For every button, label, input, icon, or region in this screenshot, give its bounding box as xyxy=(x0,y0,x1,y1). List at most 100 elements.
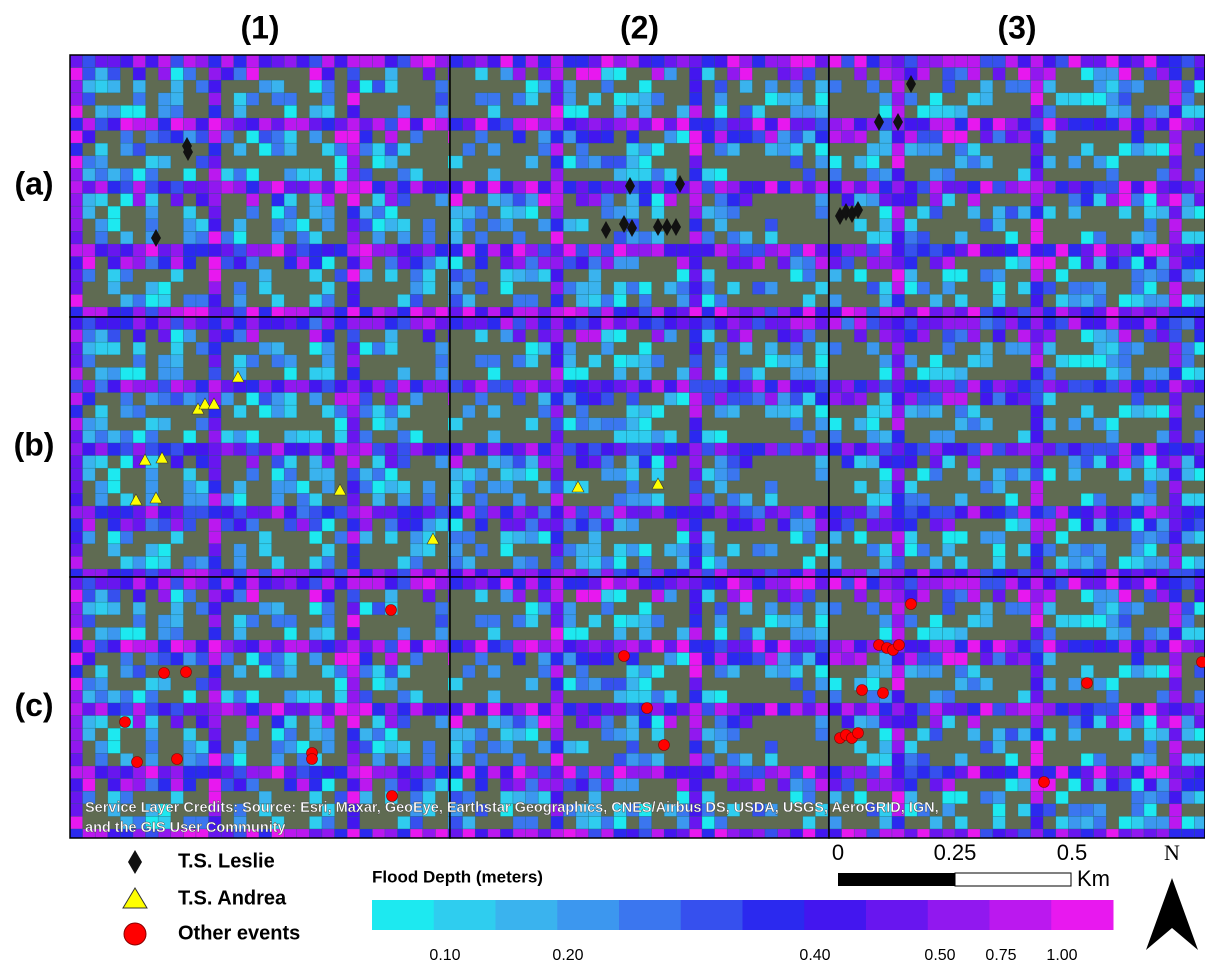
flood-cell xyxy=(702,640,715,653)
flood-cell xyxy=(171,194,184,207)
flood-cell xyxy=(410,269,423,282)
flood-cell xyxy=(1169,753,1182,766)
flood-cell xyxy=(372,493,385,506)
flood-cell xyxy=(879,93,892,106)
flood-cell xyxy=(765,93,778,106)
flood-cell xyxy=(589,716,602,729)
flood-cell xyxy=(513,55,526,68)
flood-cell xyxy=(1005,231,1018,244)
flood-cell xyxy=(475,380,488,393)
flood-cell xyxy=(727,544,740,557)
flood-cell xyxy=(702,816,715,829)
flood-cell xyxy=(272,118,285,131)
flood-cell xyxy=(423,753,436,766)
flood-cell xyxy=(133,55,146,68)
flood-cell xyxy=(133,355,146,368)
flood-cell xyxy=(1182,791,1195,804)
flood-cell xyxy=(322,194,335,207)
flood-cell xyxy=(335,418,348,431)
flood-cell xyxy=(790,181,803,194)
flood-cell xyxy=(765,703,778,716)
flood-cell xyxy=(360,640,373,653)
flood-cell xyxy=(740,131,753,144)
flood-cell xyxy=(398,766,411,779)
flood-cell xyxy=(1094,68,1107,81)
flood-cell xyxy=(790,627,803,640)
flood-cell xyxy=(335,577,348,590)
flood-cell xyxy=(905,194,918,207)
flood-cell xyxy=(1194,468,1205,481)
flood-cell xyxy=(1056,816,1069,829)
flood-cell xyxy=(95,506,108,519)
map-panel xyxy=(829,317,1205,577)
flood-cell xyxy=(372,481,385,494)
flood-cell xyxy=(297,690,310,703)
flood-cell xyxy=(955,131,968,144)
flood-cell xyxy=(133,405,146,418)
flood-cell xyxy=(1043,282,1056,295)
flood-cell xyxy=(183,219,196,232)
flood-cell xyxy=(993,131,1006,144)
flood-cell xyxy=(626,168,639,181)
flood-cell xyxy=(1194,753,1205,766)
flood-cell xyxy=(778,590,791,603)
flood-cell xyxy=(385,665,398,678)
flood-cell xyxy=(209,519,222,532)
flood-cell xyxy=(246,615,259,628)
flood-cell xyxy=(297,519,310,532)
flood-cell xyxy=(372,703,385,716)
flood-cell xyxy=(1182,779,1195,792)
flood-cell xyxy=(1144,766,1157,779)
flood-cell xyxy=(614,282,627,295)
flood-cell xyxy=(133,80,146,93)
flood-cell xyxy=(652,244,665,257)
flood-cell xyxy=(879,779,892,792)
flood-cell xyxy=(322,342,335,355)
flood-cell xyxy=(513,294,526,307)
flood-cell xyxy=(1119,294,1132,307)
flood-cell xyxy=(968,418,981,431)
flood-cell xyxy=(551,690,564,703)
flood-cell xyxy=(815,728,828,741)
figure: (1)(2)(3)(a)(b)(c)Service Layer Credits:… xyxy=(0,0,1205,971)
flood-cell xyxy=(398,168,411,181)
flood-cell xyxy=(930,468,943,481)
flood-cell xyxy=(385,80,398,93)
flood-cell xyxy=(475,68,488,81)
flood-cell xyxy=(246,640,259,653)
flood-cell xyxy=(513,703,526,716)
flood-cell xyxy=(752,131,765,144)
flood-cell xyxy=(955,181,968,194)
flood-cell xyxy=(614,519,627,532)
flood-cell xyxy=(246,307,259,317)
flood-cell xyxy=(347,342,360,355)
flood-cell xyxy=(689,418,702,431)
flood-cell xyxy=(752,569,765,577)
flood-cell xyxy=(322,257,335,270)
flood-cell xyxy=(1131,665,1144,678)
flood-cell xyxy=(1018,590,1031,603)
flood-cell xyxy=(500,531,513,544)
flood-cell xyxy=(892,282,905,295)
flood-cell xyxy=(526,55,539,68)
flood-cell xyxy=(803,330,816,343)
flood-cell xyxy=(1043,330,1056,343)
flood-cell xyxy=(284,143,297,156)
flood-cell xyxy=(702,690,715,703)
flood-cell xyxy=(955,627,968,640)
flood-cell xyxy=(803,556,816,569)
flood-cell xyxy=(551,194,564,207)
flood-cell xyxy=(1169,156,1182,169)
flood-cell xyxy=(221,653,234,666)
flood-cell xyxy=(765,506,778,519)
flood-cell xyxy=(993,330,1006,343)
flood-cell xyxy=(1106,330,1119,343)
flood-cell xyxy=(1131,791,1144,804)
flood-cell xyxy=(601,156,614,169)
flood-cell xyxy=(297,779,310,792)
flood-cell xyxy=(146,393,159,406)
flood-cell xyxy=(1194,194,1205,207)
flood-cell xyxy=(765,244,778,257)
flood-cell xyxy=(171,257,184,270)
flood-cell xyxy=(652,307,665,317)
